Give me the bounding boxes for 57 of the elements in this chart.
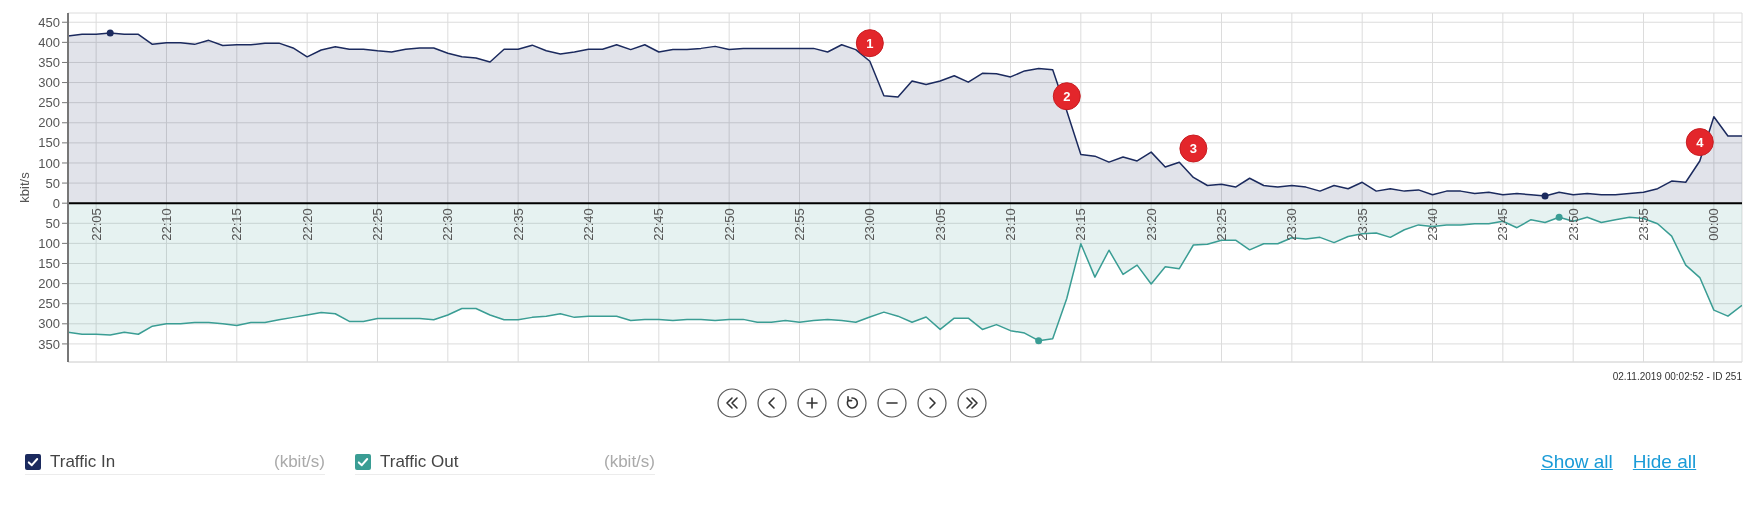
x-tick-label: 23:55 [1636, 208, 1652, 241]
point [1035, 337, 1043, 345]
y-tick-label: 250 [38, 296, 60, 312]
annotation: 3 [1189, 141, 1197, 157]
y-tick-label: 100 [38, 155, 60, 171]
y-tick-label: 300 [38, 316, 60, 332]
legend-label: Traffic Out [380, 452, 459, 472]
x-tick-label: 22:25 [370, 208, 386, 241]
y-tick-label: 200 [38, 115, 60, 131]
x-tick-label: 22:45 [651, 208, 667, 241]
x-tick-label: 22:50 [721, 208, 737, 241]
y-tick-label: 350 [38, 336, 60, 352]
point [1541, 192, 1549, 200]
x-tick-label: 23:35 [1354, 208, 1370, 241]
x-tick-label: 22:40 [581, 208, 597, 241]
x-tick-label: 22:55 [792, 208, 808, 241]
x-tick-label: 23:20 [1143, 208, 1159, 241]
point [1555, 213, 1563, 221]
x-tick-label: 00:00 [1706, 208, 1722, 241]
x-tick-label: 22:30 [440, 208, 456, 241]
y-axis-title: kbit/s [16, 171, 32, 203]
text: (kbit/s) [274, 452, 325, 472]
y-tick-label: 250 [38, 95, 60, 111]
x-tick-label: 22:20 [299, 208, 315, 241]
y-tick-label: 150 [38, 256, 60, 272]
y-tick-label: 50 [45, 175, 60, 191]
annotation: 4 [1696, 134, 1705, 150]
y-tick-label: 200 [38, 276, 60, 292]
point [106, 29, 114, 37]
x-tick-label: 23:05 [932, 208, 948, 241]
x-tick-label: 23:00 [862, 208, 878, 241]
x-tick-label: 23:45 [1495, 208, 1511, 241]
text: (kbit/s) [604, 452, 655, 472]
x-tick-label: 23:15 [1073, 208, 1089, 241]
y-tick-label: 350 [38, 55, 60, 71]
y-tick-label: 450 [38, 14, 60, 30]
x-tick-label: 23:10 [1003, 208, 1019, 241]
text: Show all [1541, 451, 1613, 473]
x-tick-label: 22:05 [88, 208, 104, 241]
legend-label: Traffic In [50, 452, 116, 472]
x-tick-label: 23:25 [1214, 208, 1230, 241]
annotation: 2 [1063, 88, 1071, 104]
x-tick-label: 23:30 [1284, 208, 1300, 241]
y-tick-label: 300 [38, 75, 60, 91]
x-tick-label: 22:10 [159, 208, 175, 241]
x-tick-label: 22:35 [510, 208, 526, 241]
y-tick-label: 150 [38, 135, 60, 151]
y-tick-label: 100 [38, 236, 60, 251]
text: Hide all [1632, 451, 1697, 473]
y-tick-label: 400 [38, 34, 60, 50]
text: 02.11.2019 00:02:52 - ID 251 [1612, 371, 1742, 382]
x-tick-label: 23:50 [1565, 208, 1581, 241]
y-tick-label: 0 [52, 195, 60, 211]
x-tick-label: 23:40 [1425, 208, 1441, 241]
x-tick-label: 22:15 [229, 208, 245, 241]
y-tick-label: 50 [45, 215, 60, 231]
annotation: 1 [866, 35, 874, 51]
